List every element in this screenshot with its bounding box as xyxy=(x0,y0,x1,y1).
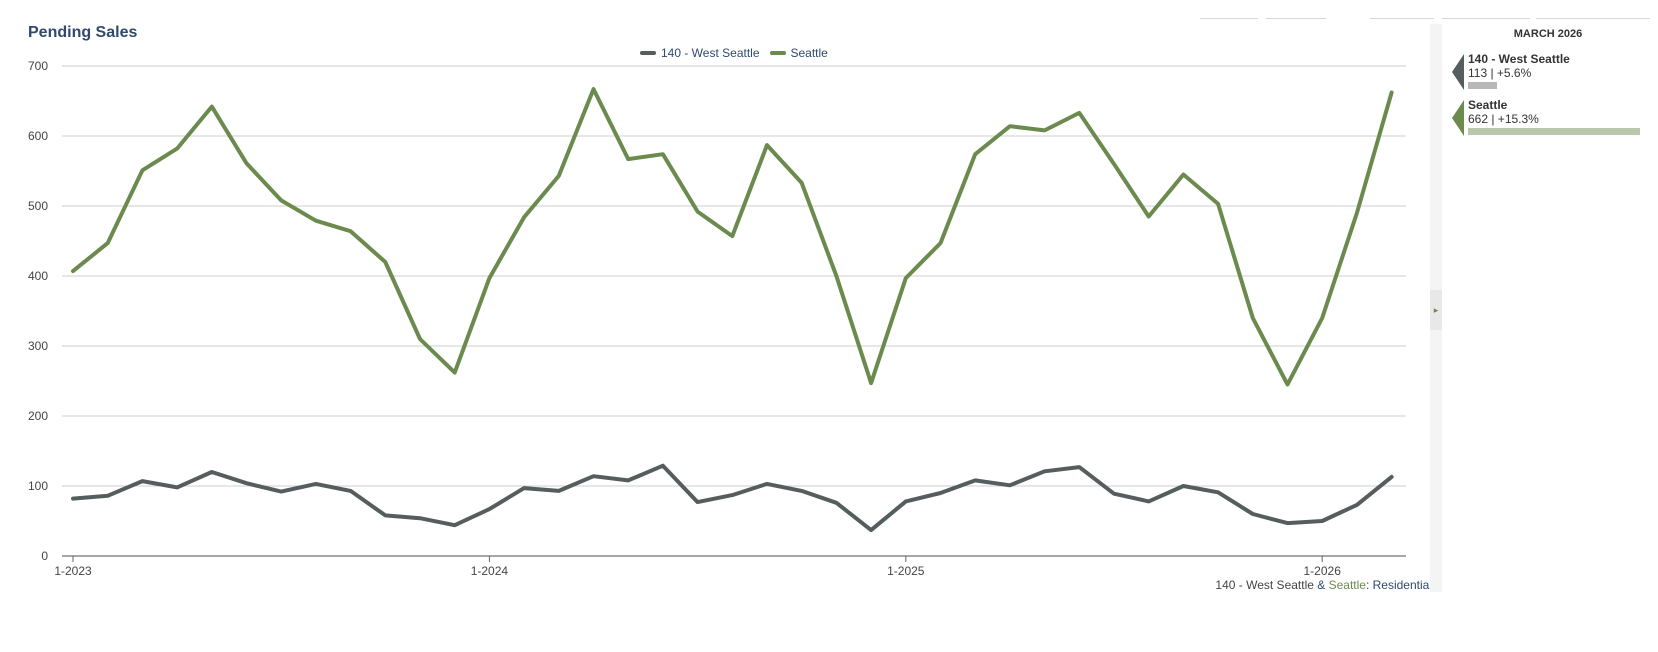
chart-legend: 140 - West Seattle Seattle xyxy=(640,46,828,60)
x-tick-label: 1-2024 xyxy=(471,564,509,578)
panel-toggle-button[interactable]: ▸ xyxy=(1430,290,1442,330)
footnote-type: Residential xyxy=(1372,578,1432,592)
summary-value-seattle: 662 | +15.3% xyxy=(1468,112,1539,126)
footnote-area: 140 - West Seattle xyxy=(1215,578,1314,592)
toolbar-line xyxy=(1370,18,1434,19)
summary-entry-seattle[interactable]: Seattle 662 | +15.3% xyxy=(1448,98,1648,136)
x-tick-label: 1-2023 xyxy=(54,564,92,578)
top-toolbar-lines xyxy=(1200,18,1658,20)
y-tick-label: 500 xyxy=(28,199,48,213)
footnote-colon: : xyxy=(1365,578,1373,592)
legend-swatch-west-seattle xyxy=(640,51,656,55)
y-tick-label: 0 xyxy=(41,549,48,563)
y-tick-label: 600 xyxy=(28,129,48,143)
summary-period: MARCH 2026 xyxy=(1513,28,1583,40)
summary-bar-west-seattle xyxy=(1468,82,1498,89)
series-line-140-west-seattle xyxy=(71,463,1394,533)
y-tick-label: 100 xyxy=(28,479,48,493)
toolbar-line xyxy=(1266,18,1326,19)
chart-title: Pending Sales xyxy=(28,24,138,41)
toolbar-line xyxy=(1536,18,1650,19)
legend-swatch-seattle xyxy=(769,51,786,55)
x-tick-label: 1-2026 xyxy=(1304,564,1342,578)
footnote-city: Seattle xyxy=(1328,578,1366,592)
caret-right-icon: ▸ xyxy=(1433,304,1439,315)
toolbar-line xyxy=(1200,18,1258,19)
series-line-seattle xyxy=(71,87,1394,387)
legend-item-seattle[interactable]: Seattle xyxy=(769,46,828,60)
summary-entry-west-seattle[interactable]: 140 - West Seattle 113 | +5.6% xyxy=(1448,52,1648,90)
x-tick-label: 1-2025 xyxy=(887,564,925,578)
line-chart: 0 100 200 300 400 500 600 700 1-2023 1-2024 1-2025… xyxy=(28,59,1406,578)
legend-label-west-seattle: 140 - West Seattle xyxy=(661,46,760,60)
y-tick-label: 400 xyxy=(28,269,48,283)
pointer-seattle xyxy=(1452,100,1464,136)
legend-item-west-seattle[interactable]: 140 - West Seattle xyxy=(640,46,760,60)
chart-footnote: 140 - West Seattle & Seattle: Residentia… xyxy=(1215,578,1432,592)
summary-name-west-seattle: 140 - West Seattle xyxy=(1468,52,1570,66)
summary-value-west-seattle: 113 | +5.6% xyxy=(1468,66,1532,80)
summary-name-seattle: Seattle xyxy=(1468,98,1508,112)
footnote-amp: & xyxy=(1313,578,1329,592)
y-tick-label: 700 xyxy=(28,59,48,73)
y-tick-label: 200 xyxy=(28,409,48,423)
summary-panel: MARCH 2026 140 - West Seattle 113 | +5.6… xyxy=(1448,28,1648,144)
toolbar-line xyxy=(1442,18,1530,19)
y-tick-label: 300 xyxy=(28,339,48,353)
pointer-west-seattle xyxy=(1452,54,1464,90)
summary-bar-seattle xyxy=(1468,128,1640,135)
legend-label-seattle: Seattle xyxy=(790,46,828,60)
